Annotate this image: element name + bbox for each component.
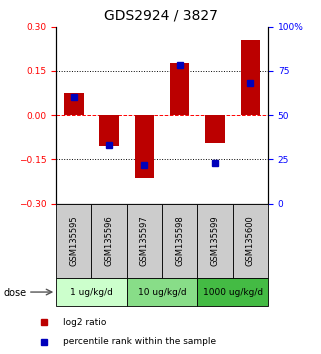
Text: 1 ug/kg/d: 1 ug/kg/d — [70, 287, 113, 297]
Bar — [127, 204, 162, 278]
Text: GSM135599: GSM135599 — [211, 215, 220, 266]
Bar — [135, 115, 154, 178]
Text: 10 ug/kg/d: 10 ug/kg/d — [138, 287, 187, 297]
Bar — [197, 204, 233, 278]
Text: GDS2924 / 3827: GDS2924 / 3827 — [104, 9, 217, 23]
Text: GSM135597: GSM135597 — [140, 215, 149, 266]
Bar — [56, 278, 127, 306]
Bar — [91, 204, 127, 278]
Bar — [233, 204, 268, 278]
Bar — [100, 115, 119, 146]
Text: GSM135595: GSM135595 — [69, 215, 78, 266]
Text: percentile rank within the sample: percentile rank within the sample — [63, 337, 216, 347]
Bar — [205, 115, 225, 143]
Bar — [56, 204, 91, 278]
Text: GSM135598: GSM135598 — [175, 215, 184, 266]
Bar — [162, 204, 197, 278]
Text: dose: dose — [3, 288, 26, 298]
Bar — [127, 278, 197, 306]
Text: GSM135596: GSM135596 — [105, 215, 114, 266]
Bar — [170, 63, 189, 115]
Bar — [64, 93, 83, 115]
Bar — [197, 278, 268, 306]
Bar — [241, 40, 260, 115]
Text: log2 ratio: log2 ratio — [63, 318, 107, 327]
Text: GSM135600: GSM135600 — [246, 215, 255, 266]
Text: 1000 ug/kg/d: 1000 ug/kg/d — [203, 287, 263, 297]
